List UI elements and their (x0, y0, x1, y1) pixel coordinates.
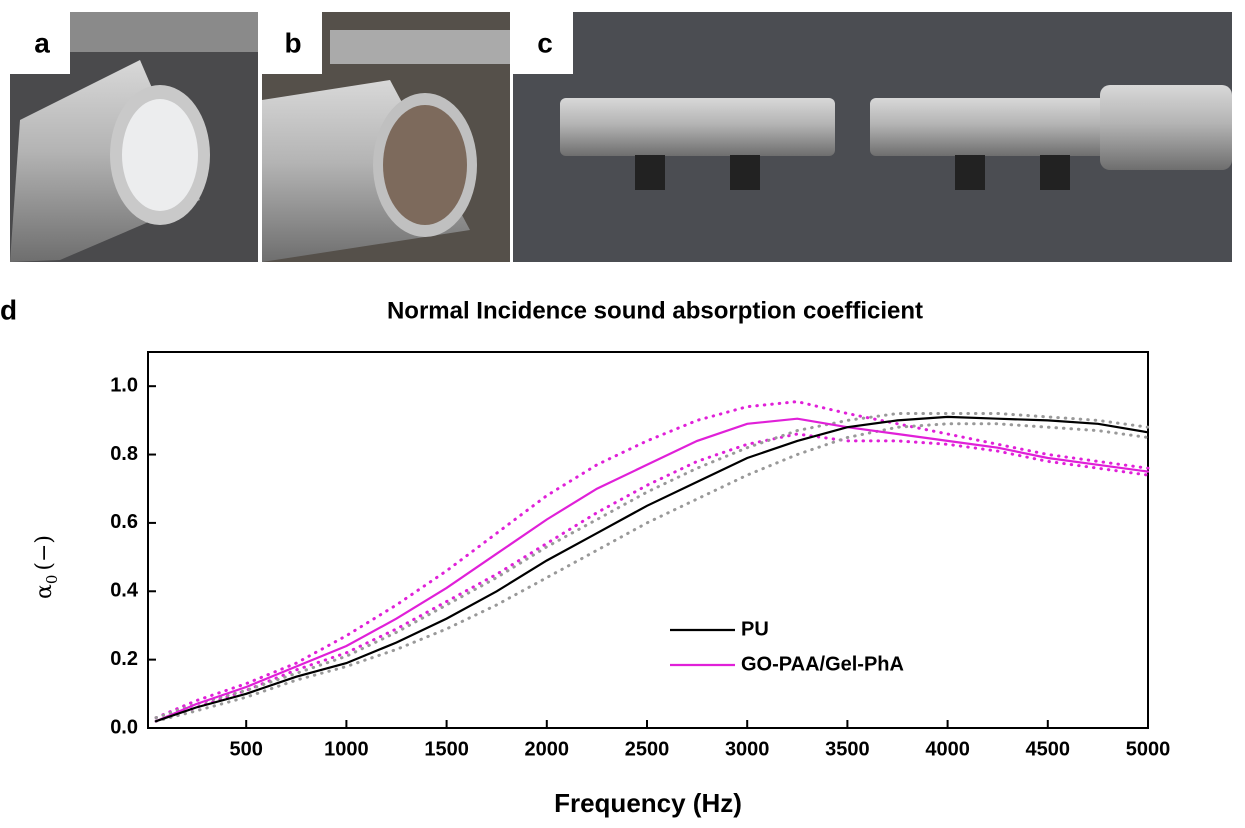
x-tick-label: 2500 (625, 738, 670, 760)
x-tick-label: 4000 (925, 738, 970, 760)
x-tick-label: 500 (230, 738, 263, 760)
photo-c (513, 12, 1232, 262)
label-box (262, 12, 322, 74)
range-line (154, 432, 1150, 723)
y-tick-label: 1.0 (110, 374, 138, 396)
chart-title: Normal Incidence sound absorption coeffi… (387, 297, 923, 324)
plot-frame (147, 351, 1149, 729)
photo-a (10, 12, 258, 262)
x-tick-label: 2000 (525, 738, 570, 760)
panel-label: d (0, 294, 17, 325)
panel-label: b (284, 27, 301, 58)
y-tick-label: 0.8 (110, 443, 138, 465)
panel-label: a (34, 27, 50, 58)
x-tick-label: 3500 (825, 738, 870, 760)
legend-label: GO-PAA/Gel-PhA (741, 653, 904, 675)
x-tick-label: 3000 (725, 738, 770, 760)
y-tick-label: 0.4 (110, 580, 139, 602)
y-label-symbol: α (32, 584, 57, 599)
x-tick-label: 5000 (1126, 738, 1171, 760)
range-line (154, 422, 1150, 723)
y-label-unit: (−) (32, 535, 57, 571)
label-box (10, 12, 70, 74)
y-axis-label: α0 (−) (32, 535, 61, 599)
y-tick-label: 0.0 (110, 716, 138, 738)
y-tick-label: 0.6 (110, 511, 138, 533)
series-line (154, 415, 1150, 723)
y-label-subscript: 0 (43, 575, 61, 585)
label-box (513, 12, 573, 74)
x-tick-label: 1500 (424, 738, 469, 760)
panel-label: c (537, 27, 553, 58)
range-line (154, 412, 1150, 720)
x-tick-label: 1000 (324, 738, 369, 760)
x-tick-label: 4500 (1026, 738, 1071, 760)
legend-label: PU (741, 618, 769, 640)
series-line (154, 417, 1150, 723)
y-tick-label: 0.2 (110, 648, 138, 670)
x-axis-label: Frequency (Hz) (554, 788, 742, 818)
